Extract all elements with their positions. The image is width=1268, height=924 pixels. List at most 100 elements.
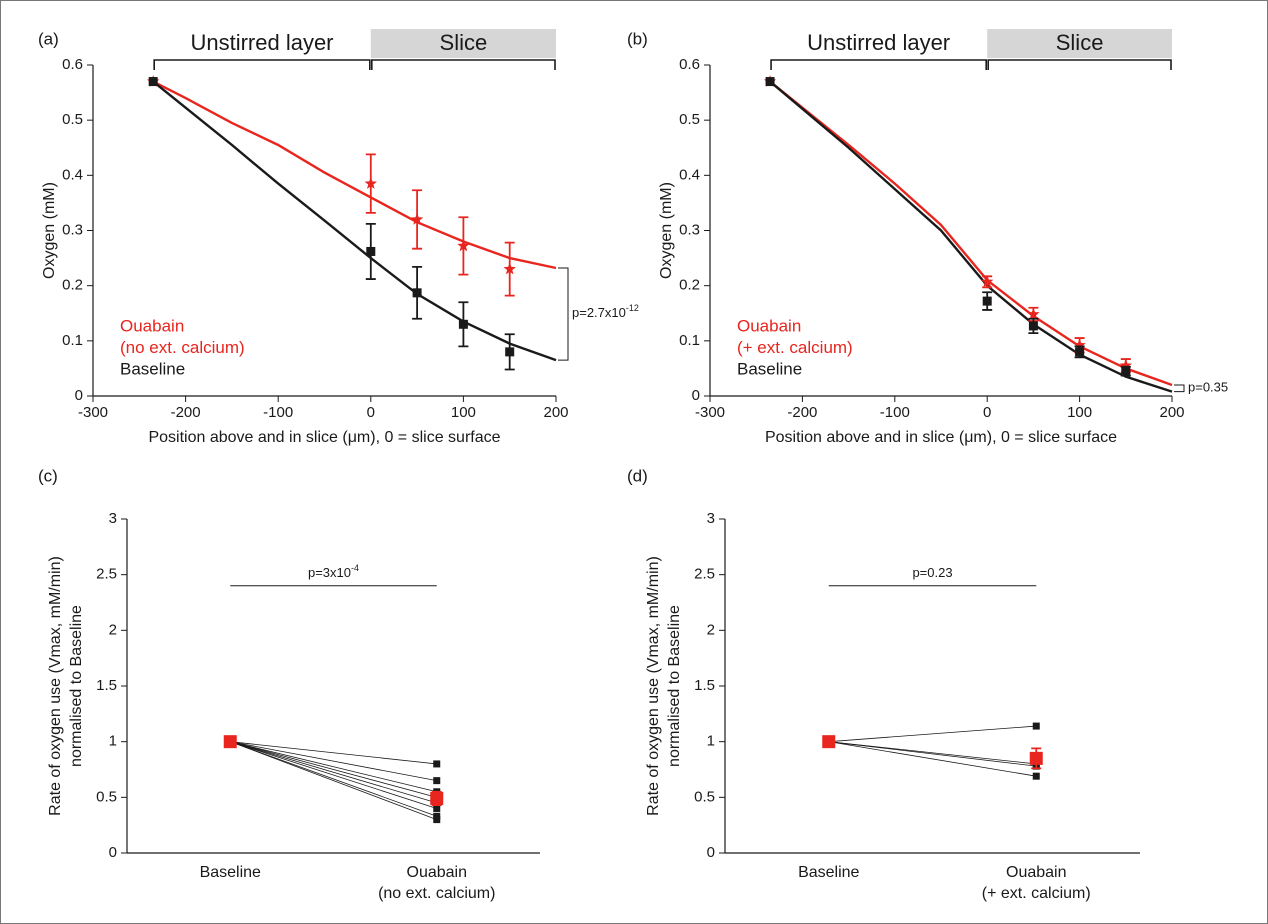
subject-line [828, 725, 1037, 743]
category-label: (no ext. calcium) [378, 885, 495, 902]
subject-line [230, 741, 437, 809]
mean-point [223, 735, 237, 749]
category-label: Baseline [798, 864, 859, 881]
subject-line [230, 741, 437, 798]
point [1073, 338, 1086, 351]
x-tick-label: 200 [1159, 404, 1184, 421]
y-tick-label: 2.5 [694, 566, 715, 583]
y-tick-label: 0 [707, 844, 715, 861]
y-tick-label: 1.5 [694, 677, 715, 694]
category-label: (+ ext. calcium) [982, 885, 1091, 902]
y-tick-label: 0 [109, 844, 117, 861]
region-bracket [371, 59, 556, 70]
subject-line [828, 741, 1037, 777]
legend-entry: Ouabain [120, 316, 184, 335]
y-tick-label: 1 [109, 733, 117, 750]
legend-entry: Baseline [120, 359, 185, 378]
panel: (c) Rate of oxygen use (Vmax, mM/min) norm… [38, 466, 540, 902]
p-value-exponent: -12 [626, 303, 639, 313]
region-label: Unstirred layer [190, 30, 333, 55]
point [981, 275, 994, 288]
y-axis-label: normalised to Baseline [666, 605, 683, 767]
p-bracket [558, 267, 569, 361]
subject-line [230, 741, 437, 793]
y-tick-label: 0.3 [62, 221, 83, 238]
subject-point [1032, 772, 1040, 780]
y-tick-label: 0.1 [679, 332, 700, 349]
y-tick-label: 0.6 [62, 56, 83, 73]
region-shade [987, 29, 1172, 58]
y-tick-label: 0 [75, 387, 83, 404]
subject-line [230, 741, 437, 817]
y-tick-label: 0.5 [694, 788, 715, 805]
y-tick-label: 0.5 [62, 111, 83, 128]
y-tick-label: 0 [692, 387, 700, 404]
legend-entry: Baseline [737, 359, 802, 378]
y-axis-label: Rate of oxygen use (Vmax, mM/min) [645, 556, 662, 816]
subject-line [230, 741, 437, 782]
point [364, 177, 377, 189]
point [366, 246, 376, 256]
subject-line [230, 741, 437, 804]
p-value-text: p=0.23 [912, 565, 952, 580]
category-label: Baseline [200, 864, 261, 881]
subject-point [433, 760, 441, 768]
region-label: Slice [1056, 30, 1104, 55]
region-shade [370, 29, 556, 58]
y-tick-label: 0.4 [62, 166, 83, 183]
subject-point [433, 816, 441, 824]
subject-line [828, 741, 1037, 767]
x-tick-label: 0 [367, 404, 375, 421]
x-tick-label: 100 [1067, 404, 1092, 421]
fit-line [152, 80, 557, 270]
x-tick-label: 100 [451, 404, 476, 421]
panel-label: (d) [627, 466, 648, 485]
y-axis-label: Rate of oxygen use (Vmax, mM/min) [47, 556, 64, 816]
subject-point [1032, 722, 1040, 730]
panel-label: (b) [627, 29, 648, 48]
category-label: Ouabain [1006, 864, 1067, 881]
region-bracket [770, 59, 987, 70]
x-axis-label: Position above and in slice (μm), 0 = sl… [148, 429, 500, 446]
x-tick-label: -100 [880, 404, 910, 421]
subject-point [433, 777, 441, 785]
p-value-text: p=0.35 [1188, 380, 1228, 395]
subject-point [433, 804, 441, 812]
legend-entry: (+ ext. calcium) [737, 338, 853, 357]
y-tick-label: 2.5 [96, 566, 117, 583]
point [457, 239, 470, 252]
point [458, 319, 468, 329]
y-tick-label: 0.3 [679, 221, 700, 238]
p-value-text: p=2.7x10 [572, 306, 626, 321]
y-tick-label: 0.6 [679, 56, 700, 73]
x-tick-label: 0 [983, 404, 991, 421]
subject-line [230, 741, 437, 765]
legend-entry: Ouabain [737, 316, 801, 335]
y-tick-label: 2 [707, 621, 715, 638]
y-tick-label: 0.5 [96, 788, 117, 805]
x-tick-label: 200 [543, 404, 568, 421]
point [148, 77, 158, 87]
panel: (b) Oxygen (mM) 0 0.1 0.2 0.3 0.4 0.5 0.6 -300 -20… [627, 29, 1228, 446]
point [1027, 307, 1040, 320]
region-bracket [153, 59, 371, 70]
p-value: p=2.7x10-12 [572, 303, 639, 320]
mean-point [1029, 751, 1043, 765]
region-label: Unstirred layer [807, 30, 950, 55]
point [982, 296, 992, 306]
x-tick-label: -300 [695, 404, 725, 421]
p-value-exponent: -4 [351, 563, 359, 573]
point [765, 77, 775, 87]
point [503, 262, 516, 275]
legend-entry: (no ext. calcium) [120, 338, 245, 357]
point [505, 347, 515, 357]
x-tick-label: -200 [171, 404, 201, 421]
p-value: p=3x10-4 [308, 563, 359, 580]
point [412, 288, 422, 298]
panel: (a) Oxygen (mM) 0 0.1 0.2 0.3 0.4 0.5 0.6 -300 -20… [38, 29, 639, 446]
panel-label: (c) [38, 466, 58, 485]
point [410, 213, 424, 225]
